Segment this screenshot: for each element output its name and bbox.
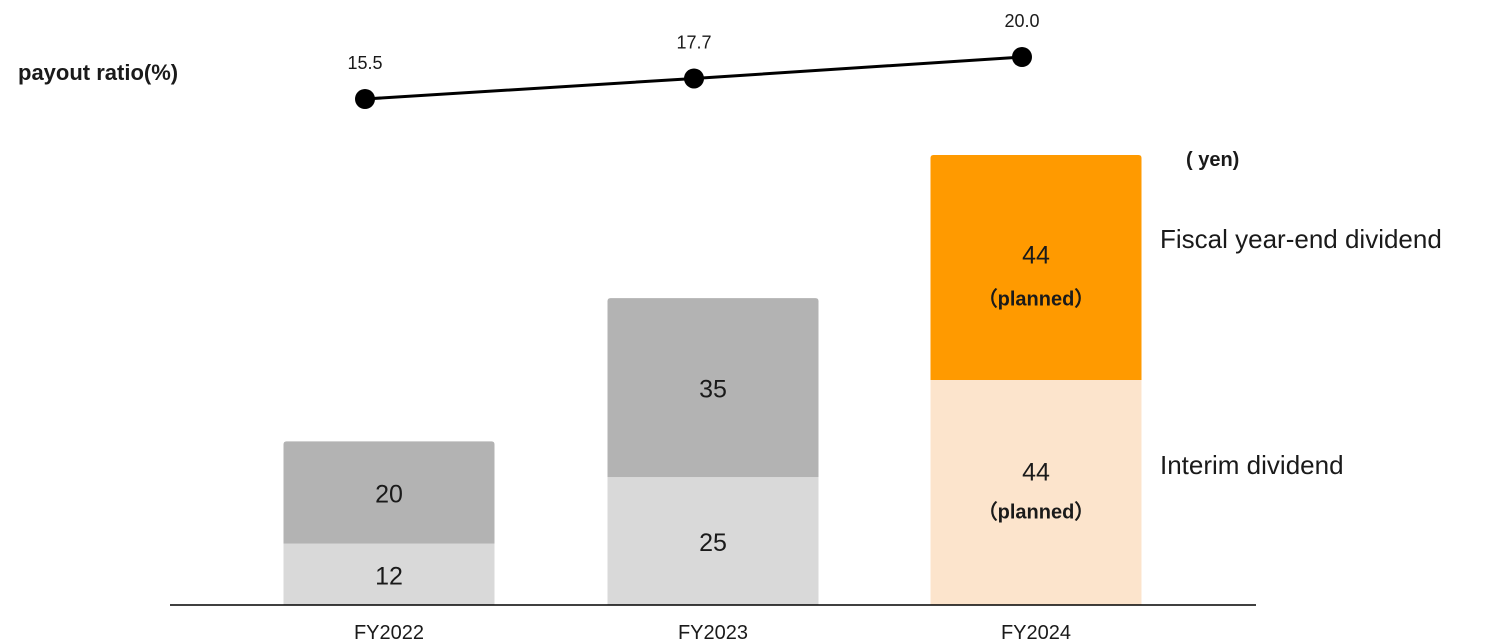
payout-ratio-label: payout ratio(%) bbox=[18, 60, 178, 85]
bar-segment-year-end-fy2023 bbox=[607, 298, 819, 478]
payout-ratio-point bbox=[355, 89, 375, 109]
bar-value-label: 12 bbox=[375, 562, 403, 590]
x-axis-ticks: FY2022 FY2023 FY2024 bbox=[354, 622, 1071, 644]
payout-ratio-value-label: 20.0 bbox=[1004, 11, 1039, 31]
payout-ratio-value-label: 17.7 bbox=[676, 32, 711, 52]
bar-segment-interim-fy2023 bbox=[607, 477, 819, 605]
bar-segment-year-end-fy2022 bbox=[283, 441, 495, 544]
bar-value-label: 20 bbox=[375, 481, 403, 509]
legend-fiscal-year-end-dividend: Fiscal year-end dividend bbox=[1160, 224, 1442, 254]
bar-value-label: 44 bbox=[1022, 242, 1050, 270]
bar-segment-interim-fy2022 bbox=[283, 543, 495, 605]
x-tick-label: FY2024 bbox=[1001, 622, 1071, 644]
payout-ratio-point bbox=[684, 68, 704, 89]
bars-layer: 12 20 25 35 44 （planned） 44 （planned） bbox=[283, 155, 1142, 605]
bar-note-label: （planned） bbox=[978, 288, 1095, 311]
payout-ratio-value-label: 15.5 bbox=[347, 53, 382, 73]
x-tick-label: FY2022 bbox=[354, 622, 424, 644]
bar-note-label: （planned） bbox=[978, 501, 1095, 524]
bar-segment-interim-fy2024 bbox=[930, 380, 1142, 605]
payout-line-layer: 15.5 17.7 20.0 bbox=[347, 11, 1040, 109]
x-tick-label: FY2023 bbox=[678, 622, 748, 644]
payout-ratio-point bbox=[1012, 47, 1032, 67]
bar-value-label: 44 bbox=[1022, 459, 1050, 487]
legend-interim-dividend: Interim dividend bbox=[1160, 450, 1344, 480]
unit-label: ( yen) bbox=[1186, 149, 1239, 171]
bar-segment-year-end-fy2024 bbox=[930, 155, 1142, 380]
bar-value-label: 25 bbox=[699, 529, 727, 557]
bar-value-label: 35 bbox=[699, 376, 727, 404]
